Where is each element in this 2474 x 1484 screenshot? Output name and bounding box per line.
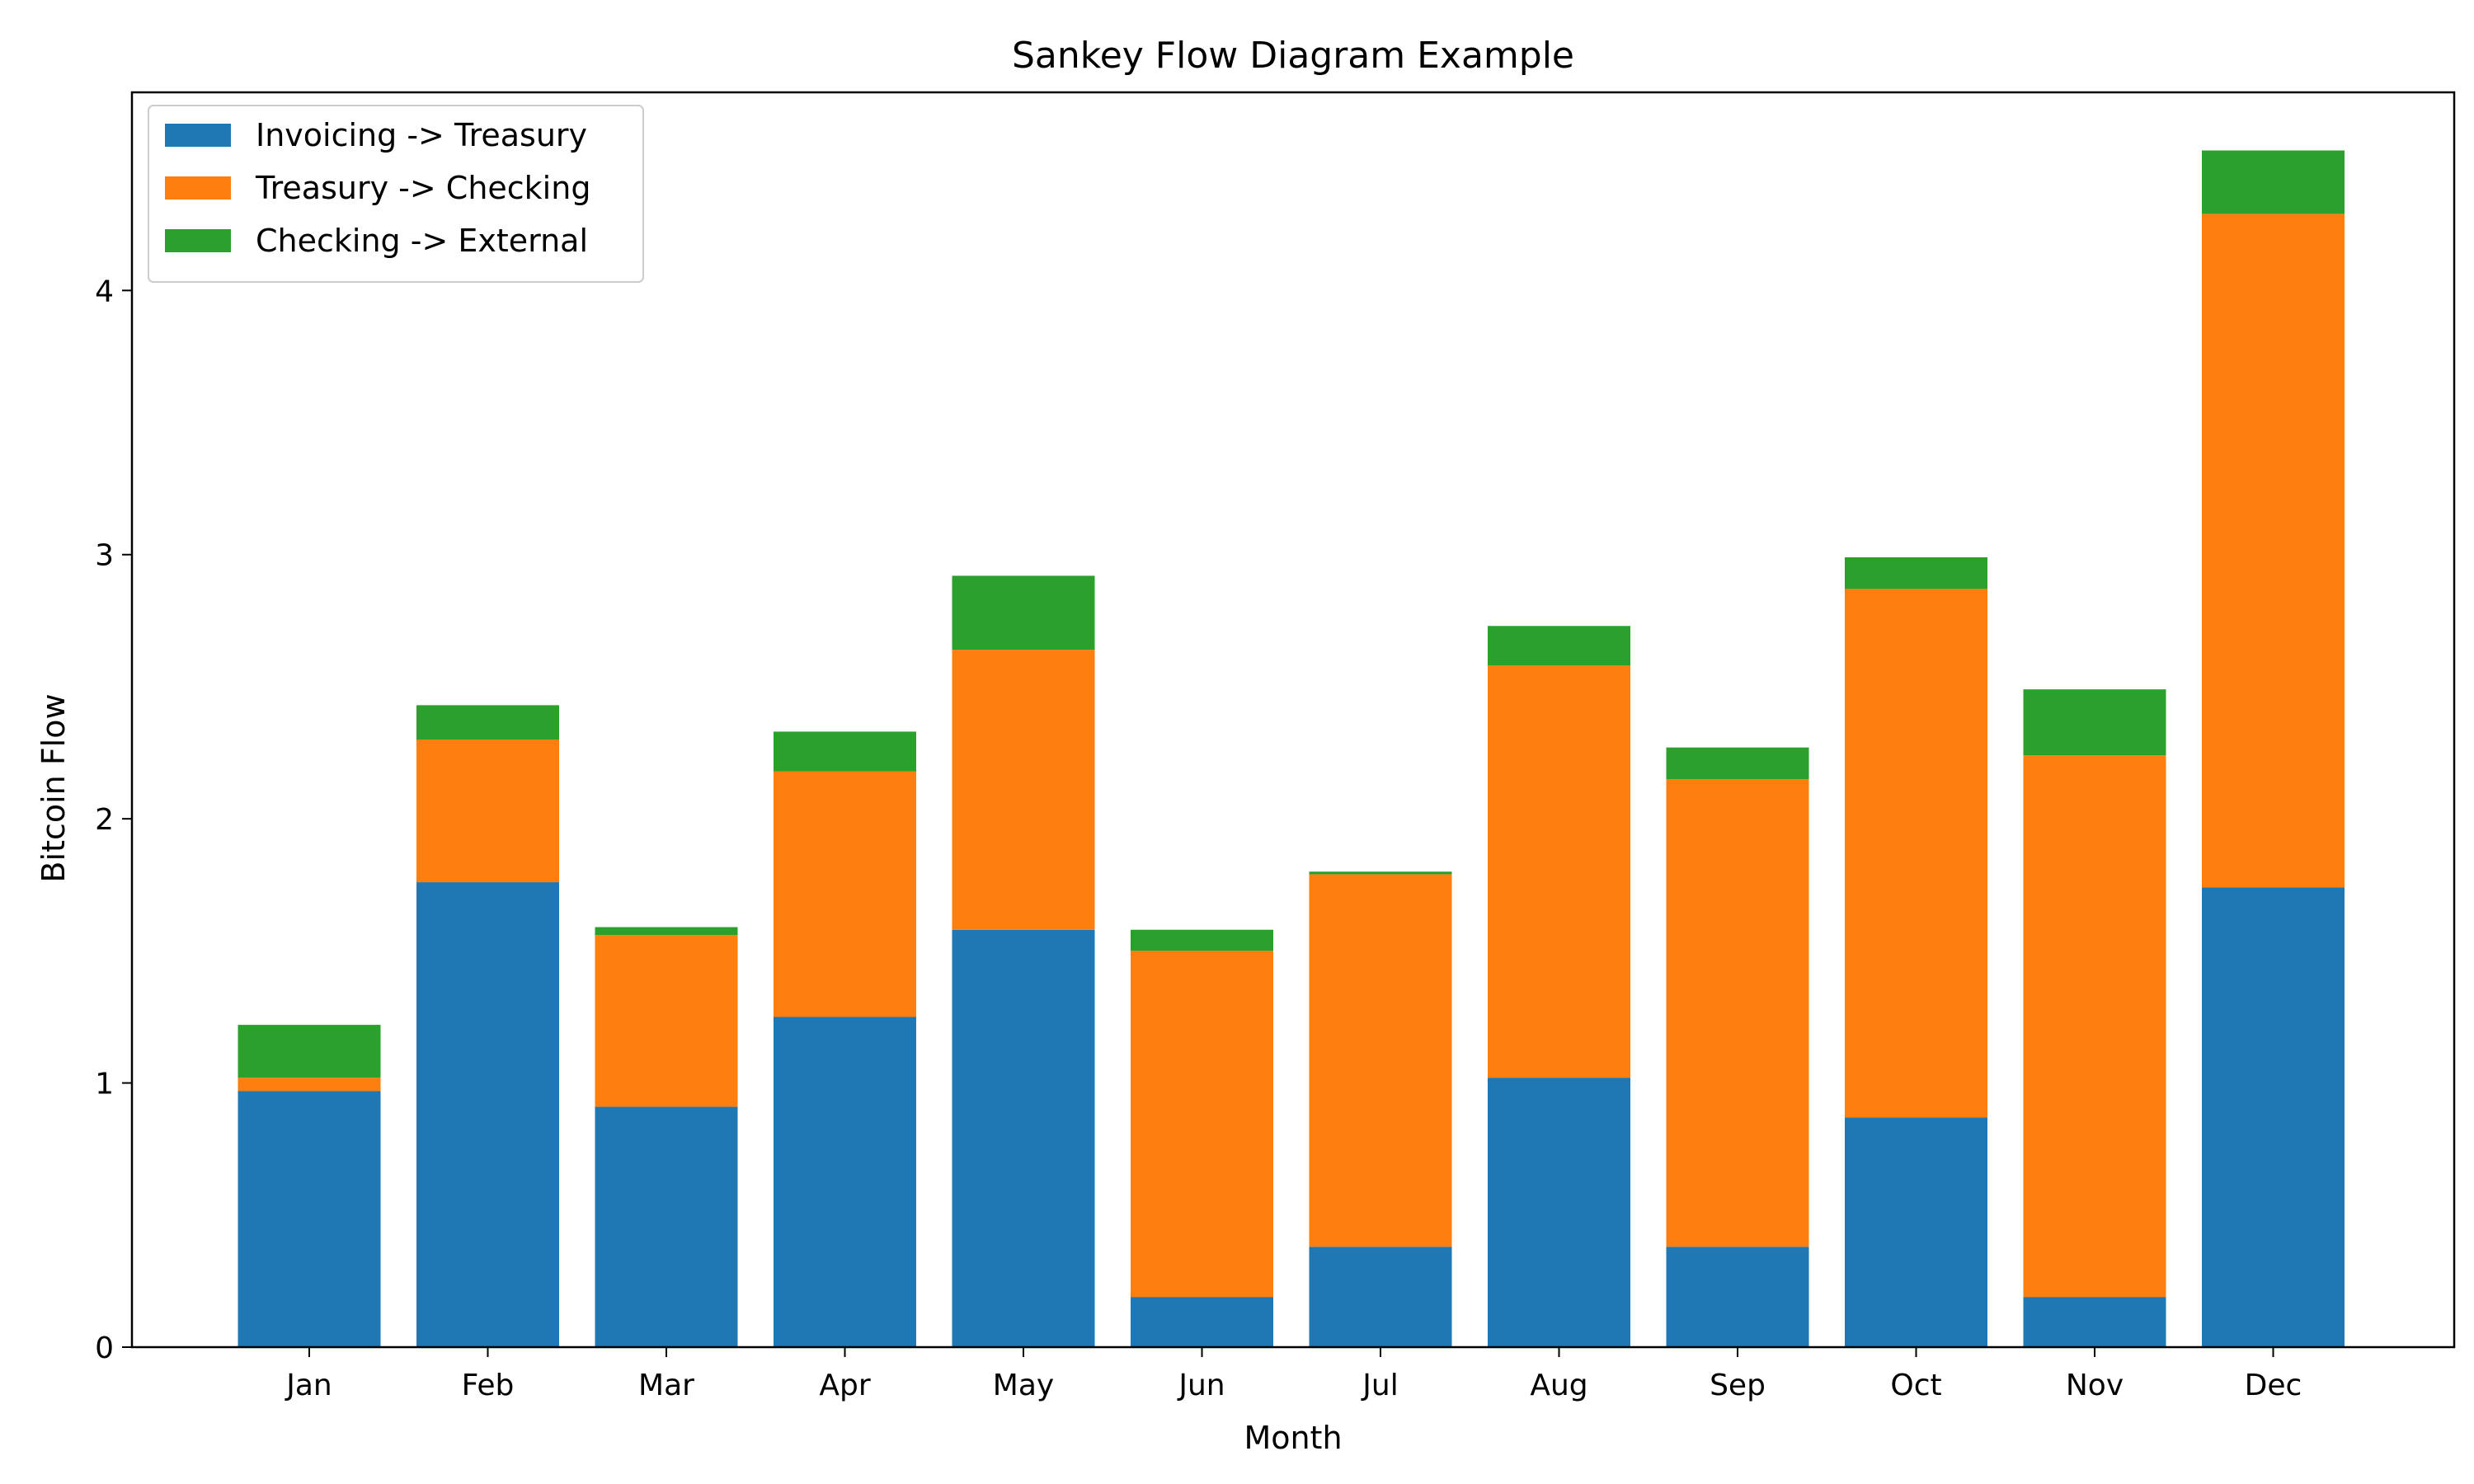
y-tick-label-3: 3 bbox=[95, 539, 114, 573]
bar-feb-series-0 bbox=[416, 882, 559, 1347]
bar-dec-series-2 bbox=[2202, 150, 2345, 214]
legend-label-2: Checking -> External bbox=[256, 223, 588, 259]
x-axis: Jan Feb Mar Apr May Jun Jul Aug Sep Oct Nov Dec bbox=[285, 1347, 2302, 1402]
bar-oct-series-0 bbox=[1845, 1117, 1987, 1347]
bar-sep-series-1 bbox=[1666, 779, 1809, 1247]
x-tick-label-feb: Feb bbox=[462, 1369, 515, 1402]
bar-apr-series-0 bbox=[774, 1017, 916, 1347]
bar-mar-series-2 bbox=[595, 927, 738, 936]
bar-may-series-1 bbox=[952, 650, 1095, 930]
x-tick-label-dec: Dec bbox=[2245, 1369, 2302, 1402]
legend-swatch-0 bbox=[165, 124, 231, 147]
x-axis-label: Month bbox=[1244, 1420, 1342, 1456]
y-tick-label-1: 1 bbox=[95, 1068, 114, 1101]
bar-jul-series-2 bbox=[1309, 871, 1452, 875]
bar-feb-series-1 bbox=[416, 740, 559, 883]
x-tick-label-aug: Aug bbox=[1530, 1369, 1587, 1402]
x-tick-label-apr: Apr bbox=[819, 1369, 870, 1402]
bar-apr-series-2 bbox=[774, 731, 916, 772]
plot-frame bbox=[130, 91, 2456, 1349]
bar-jun-series-0 bbox=[1131, 1297, 1273, 1347]
bar-may-series-0 bbox=[952, 929, 1095, 1347]
bar-oct-series-2 bbox=[1845, 556, 1987, 589]
bar-jan-series-2 bbox=[238, 1025, 381, 1078]
chart-title: Sankey Flow Diagram Example bbox=[1012, 35, 1574, 77]
bar-jun-series-1 bbox=[1131, 951, 1273, 1298]
bar-mar-series-1 bbox=[595, 935, 738, 1107]
x-tick-label-may: May bbox=[993, 1369, 1054, 1402]
bar-oct-series-1 bbox=[1845, 589, 1987, 1118]
x-tick-label-jan: Jan bbox=[285, 1369, 332, 1402]
bar-sep-series-2 bbox=[1666, 747, 1809, 780]
y-tick-label-2: 2 bbox=[95, 803, 114, 837]
y-tick-label-0: 0 bbox=[95, 1331, 114, 1365]
y-axis: 0 1 2 3 4 bbox=[95, 275, 132, 1365]
legend-box bbox=[148, 105, 644, 283]
bar-nov-series-0 bbox=[2023, 1297, 2166, 1347]
bar-nov-series-1 bbox=[2023, 755, 2166, 1298]
bar-feb-series-2 bbox=[416, 705, 559, 740]
bar-jul-series-1 bbox=[1309, 874, 1452, 1247]
legend-label-1: Treasury -> Checking bbox=[255, 170, 590, 206]
bar-jan-series-1 bbox=[238, 1078, 381, 1092]
bar-mar-series-0 bbox=[595, 1106, 738, 1347]
y-tick-label-4: 4 bbox=[95, 275, 114, 308]
y-axis-label: Bitcoin Flow bbox=[35, 693, 72, 882]
bar-sep-series-0 bbox=[1666, 1247, 1809, 1347]
x-tick-label-jun: Jun bbox=[1177, 1369, 1225, 1402]
x-tick-label-sep: Sep bbox=[1710, 1369, 1766, 1402]
x-tick-label-oct: Oct bbox=[1890, 1369, 1941, 1402]
bar-apr-series-1 bbox=[774, 771, 916, 1017]
x-tick-label-jul: Jul bbox=[1361, 1369, 1398, 1402]
legend: Invoicing -> Treasury Treasury -> Checkin… bbox=[148, 105, 644, 283]
bar-dec-series-1 bbox=[2202, 214, 2345, 888]
bar-jun-series-2 bbox=[1131, 929, 1273, 951]
bar-nov-series-2 bbox=[2023, 689, 2166, 756]
legend-label-0: Invoicing -> Treasury bbox=[256, 117, 587, 153]
bar-dec-series-0 bbox=[2202, 887, 2345, 1347]
bar-aug-series-0 bbox=[1488, 1078, 1630, 1347]
legend-swatch-1 bbox=[165, 176, 231, 200]
x-tick-label-nov: Nov bbox=[2066, 1369, 2124, 1402]
bar-may-series-2 bbox=[952, 575, 1095, 650]
bar-jul-series-0 bbox=[1309, 1247, 1452, 1347]
bar-jan-series-0 bbox=[238, 1091, 381, 1347]
bars bbox=[238, 150, 2345, 1347]
bar-aug-series-2 bbox=[1488, 626, 1630, 666]
x-tick-label-mar: Mar bbox=[638, 1369, 694, 1402]
legend-swatch-2 bbox=[165, 229, 231, 252]
bar-aug-series-1 bbox=[1488, 665, 1630, 1078]
